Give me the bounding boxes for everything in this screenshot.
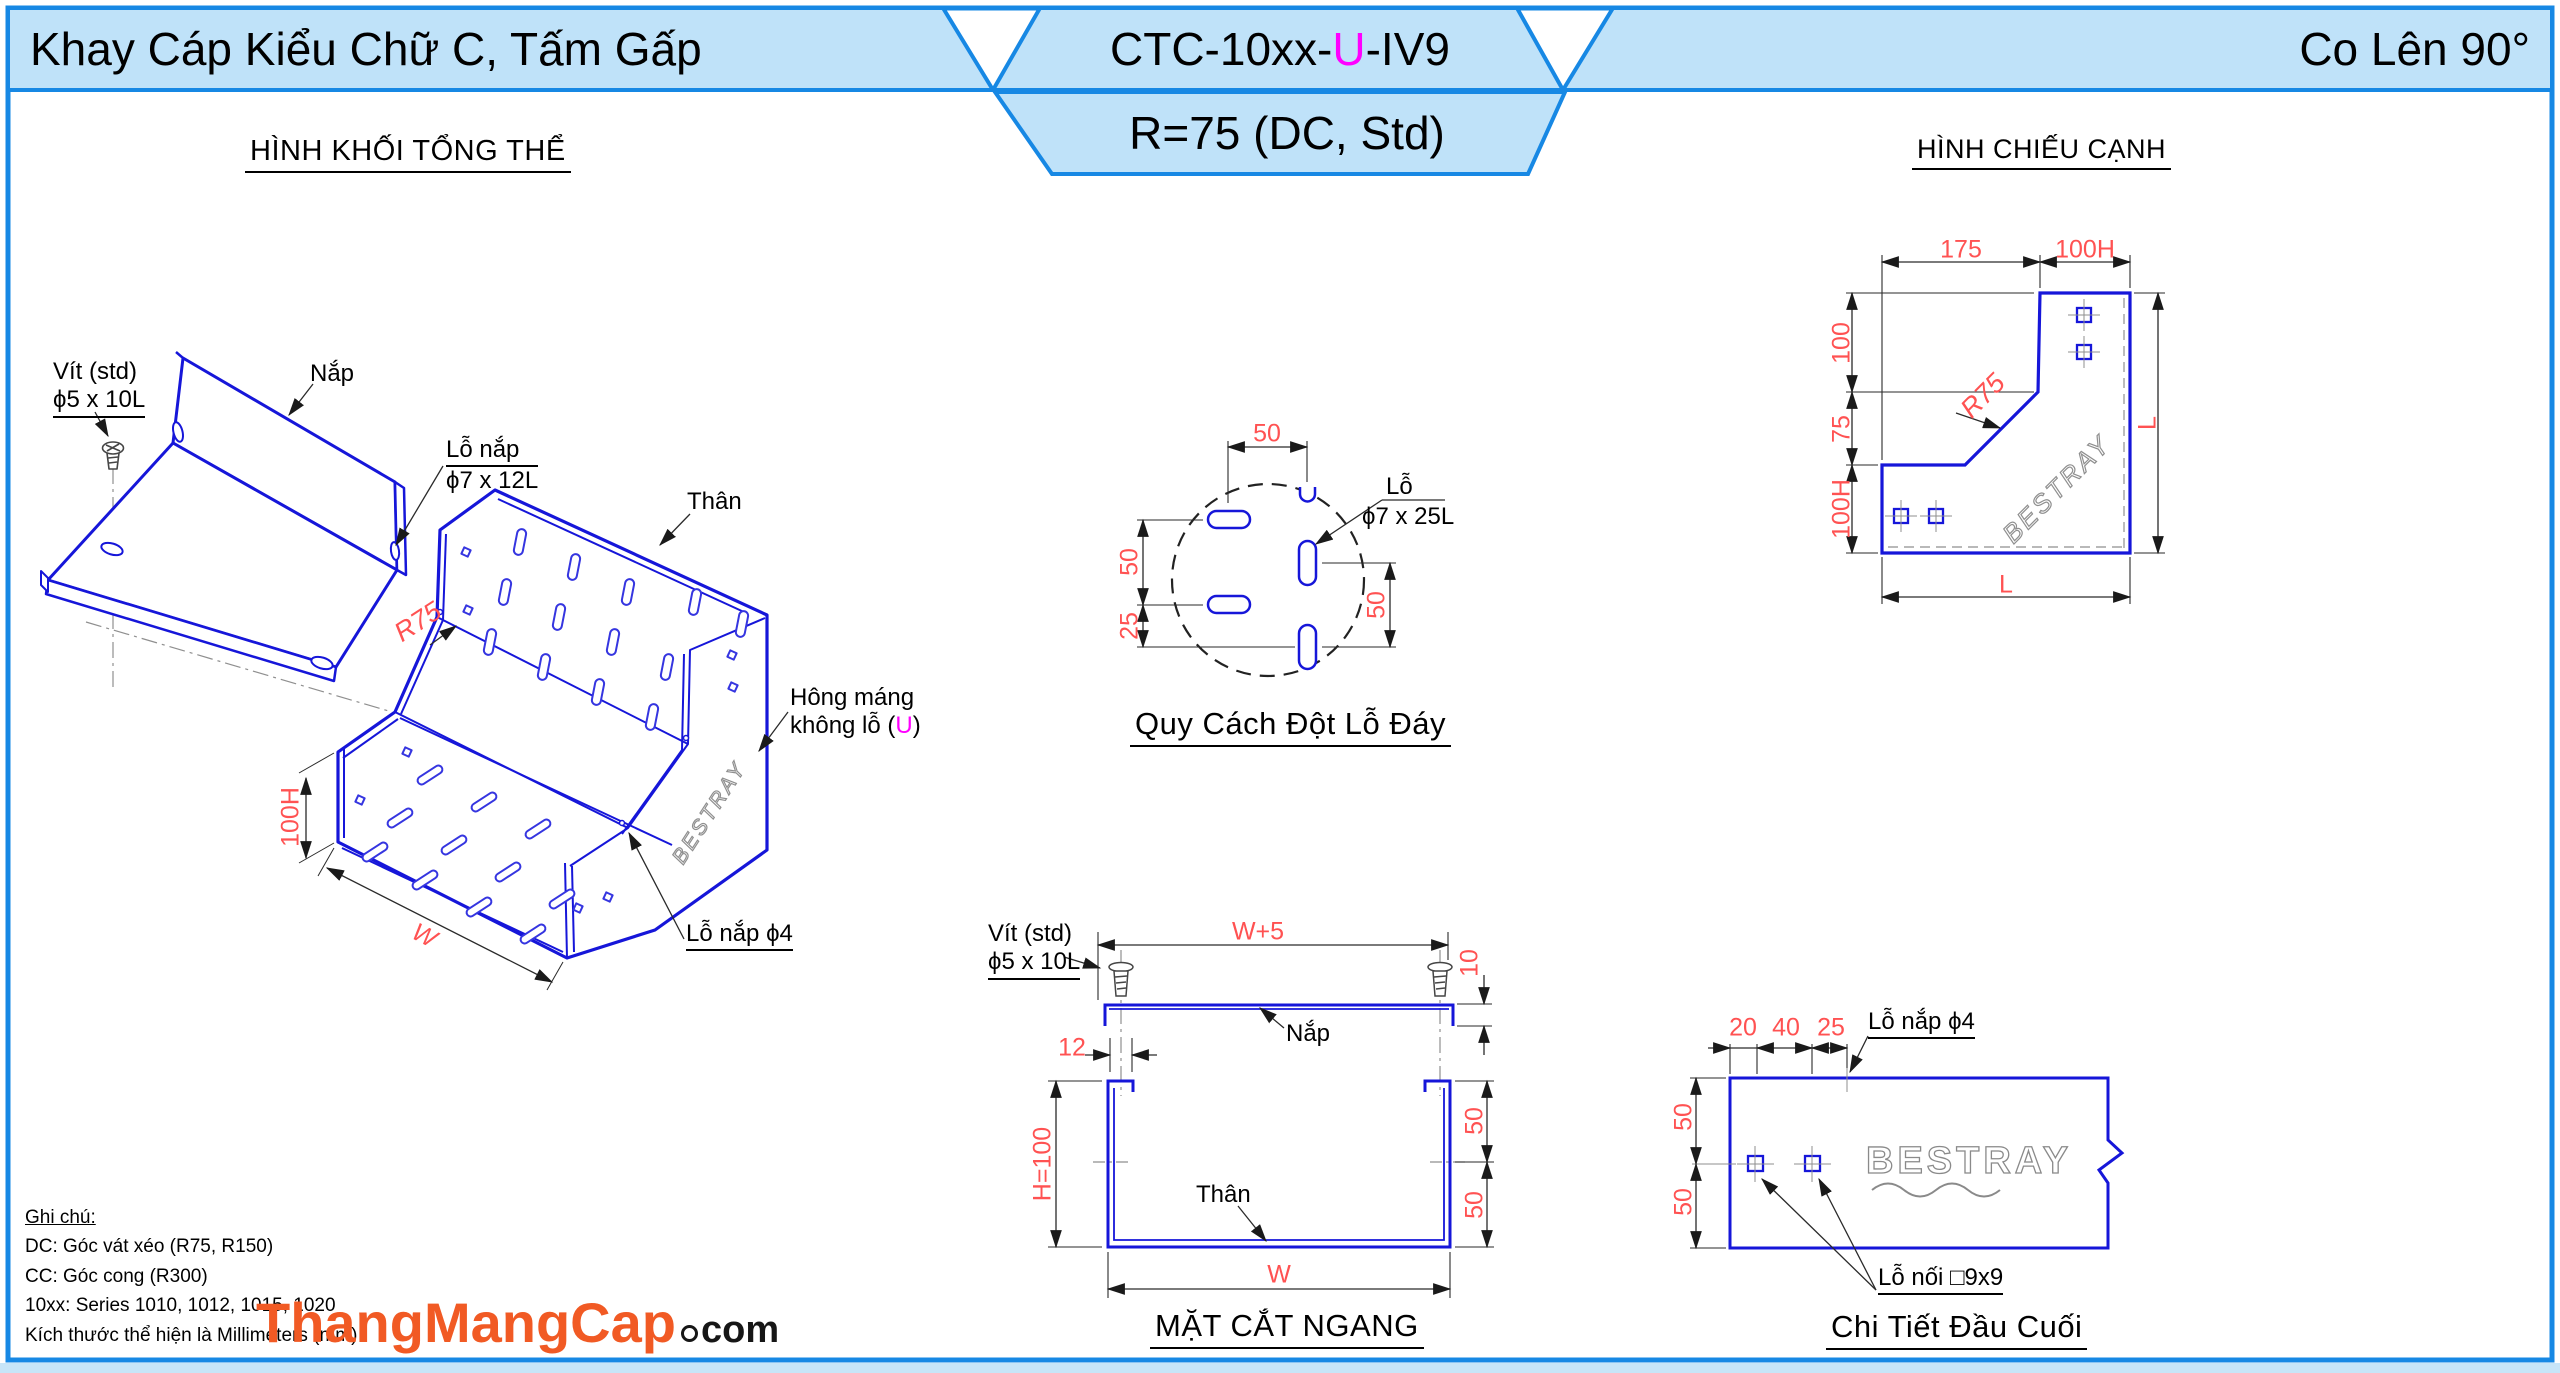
part-radius-spec: R=75 (DC, Std): [1129, 107, 1445, 159]
side-dim-100h-top: 100H: [2055, 235, 2115, 264]
section-body-label: Thân: [1196, 1181, 1251, 1208]
end-dim-50a: 50: [1669, 1103, 1698, 1131]
section-dim-50a: 50: [1460, 1107, 1489, 1135]
side-dim-100: 100: [1827, 322, 1856, 364]
header-band-sub: [991, 90, 1569, 176]
brand-logo-tld: com: [700, 1309, 780, 1351]
end-dim-40: 40: [1772, 1013, 1800, 1042]
note-line: DC: Góc vát xéo (R75, R150): [25, 1236, 274, 1258]
end-plate: [1728, 1076, 2125, 1250]
side-view-linework: [1846, 255, 2165, 604]
section-screws: [1108, 961, 1453, 997]
punch-hole-label-line2: ϕ7 x 25L: [1362, 503, 1455, 530]
punch-detail-title: Quy Cách Đột Lỗ Đáy: [1130, 706, 1452, 747]
section-view-title: MẶT CẮT NGANG: [1150, 1308, 1424, 1349]
iso-screw-label: Vít (std) ϕ5 x 10L: [53, 358, 146, 418]
side-profile: [1880, 291, 2132, 555]
side-dim-l-bottom: L: [1999, 570, 2013, 599]
end-hole-centerlines: [1692, 1066, 1848, 1182]
iso-view-title: HÌNH KHỐI TỔNG THỂ: [245, 135, 571, 173]
section-dim-w: W: [1267, 1260, 1291, 1289]
header-band-right: [1559, 6, 2554, 92]
fitting-type: Co Lên 90°: [2299, 23, 2530, 75]
section-screw-label-line1: Vít (std): [988, 920, 1073, 947]
iso-screw-label-line1: Vít (std): [53, 358, 138, 385]
end-dim-20: 20: [1729, 1013, 1757, 1042]
iso-side-wall-label-line2: không lỗ (U): [790, 712, 921, 740]
end-connector-hole-label: Lỗ nối □9x9: [1878, 1264, 2004, 1296]
section-screw-label: Vít (std) ϕ5 x 10L: [988, 920, 1081, 980]
iso-lid-label: Nắp: [310, 360, 355, 387]
part-code-variant: U: [1332, 23, 1366, 75]
part-code: CTC-10xx-U-IV9: [1040, 22, 1520, 76]
punch-dims: [1137, 441, 1445, 649]
iso-view-linework: [40, 351, 789, 991]
iso-leaders: [94, 383, 789, 991]
punch-dim-right: 50: [1362, 591, 1391, 619]
section-lid-label: Nắp: [1286, 1020, 1331, 1047]
end-detail-title: Chi Tiết Đầu Cuối: [1826, 1309, 2088, 1350]
punch-dim-top: 50: [1253, 419, 1281, 448]
section-dim-10: 10: [1455, 949, 1484, 977]
end-watermark-wave: [1871, 1182, 2001, 1198]
bottom-margin-strip: [0, 1363, 2560, 1373]
punch-dim-left-a: 50: [1115, 548, 1144, 576]
part-code-suffix: -IV9: [1365, 23, 1450, 75]
iso-lid-hole-label-line2: ϕ7 x 12L: [446, 467, 539, 495]
end-watermark: BESTRAY: [1865, 1139, 2073, 1182]
side-dim-l-right: L: [2133, 416, 2162, 430]
iso-screw: [101, 441, 125, 470]
end-lid-hole-label: Lỗ nắp ϕ4: [1868, 1008, 1975, 1040]
punch-hole-label-line1: Lỗ: [1386, 473, 1413, 500]
iso-lid-hole-label: Lỗ nắp ϕ7 x 12L: [446, 436, 539, 496]
iso-side-wall-label-line1: Hông máng: [790, 684, 915, 711]
section-body: [1106, 1079, 1452, 1249]
iso-body-label: Thân: [687, 488, 742, 515]
iso-body: [336, 488, 769, 960]
section-dims: [1048, 932, 1494, 1298]
side-view-title: HÌNH CHIẾU CẠNH: [1912, 134, 2172, 170]
section-screw-label-line2: ϕ5 x 10L: [988, 948, 1081, 980]
section-dim-w5: W+5: [1231, 917, 1285, 946]
side-dim-75: 75: [1827, 415, 1856, 443]
punch-detail-linework: [1137, 441, 1445, 678]
section-dim-12: 12: [1058, 1033, 1086, 1062]
punch-dim-left-b: 25: [1115, 612, 1144, 640]
iso-height-dim: 100H: [276, 787, 305, 847]
side-dim-100h-left: 100H: [1827, 479, 1856, 539]
iso-wall-slots: [460, 528, 750, 731]
brand-logo: ThangMangCap com: [256, 1290, 779, 1355]
end-detail-linework: [1690, 1035, 2125, 1291]
note-line: 10xx: Series 1010, 1012, 1015, 1020: [25, 1295, 336, 1317]
side-dims: [1846, 255, 2165, 604]
brand-logo-name: ThangMangCap: [256, 1291, 676, 1354]
sheet-title: Khay Cáp Kiểu Chữ C, Tấm Gấp: [30, 23, 702, 75]
part-code-prefix: CTC-10xx-: [1110, 23, 1333, 75]
section-dim-50b: 50: [1460, 1191, 1489, 1219]
note-line: CC: Góc cong (R300): [25, 1265, 208, 1287]
sheet-frame: [5, 5, 2555, 1363]
iso-lid-hole4-label: Lỗ nắp ϕ4: [686, 920, 793, 952]
iso-lid: [40, 351, 408, 683]
punch-slots: [1206, 487, 1318, 671]
notes-block: Ghi chú: DC: Góc vát xéo (R75, R150) CC:…: [25, 1203, 357, 1350]
iso-side-wall-label: Hông máng không lỗ (U): [790, 684, 921, 741]
end-dims: [1690, 1035, 1877, 1291]
end-dim-50b: 50: [1669, 1188, 1698, 1216]
side-hole-centerlines: [1885, 299, 2100, 532]
iso-lid-hole-label-line1: Lỗ nắp: [446, 436, 539, 468]
section-lid: [1103, 1003, 1455, 1026]
side-dim-175: 175: [1940, 235, 1982, 264]
notes-heading: Ghi chú:: [25, 1207, 96, 1228]
section-dim-h100: H=100: [1028, 1126, 1057, 1202]
brand-logo-dot-icon: [680, 1325, 698, 1342]
iso-screw-label-line2: ϕ5 x 10L: [53, 386, 146, 418]
note-line: Kích thước thể hiện là Millimeters (mm): [25, 1324, 358, 1346]
section-linework: [1048, 932, 1494, 1298]
end-dim-25: 25: [1817, 1013, 1845, 1042]
